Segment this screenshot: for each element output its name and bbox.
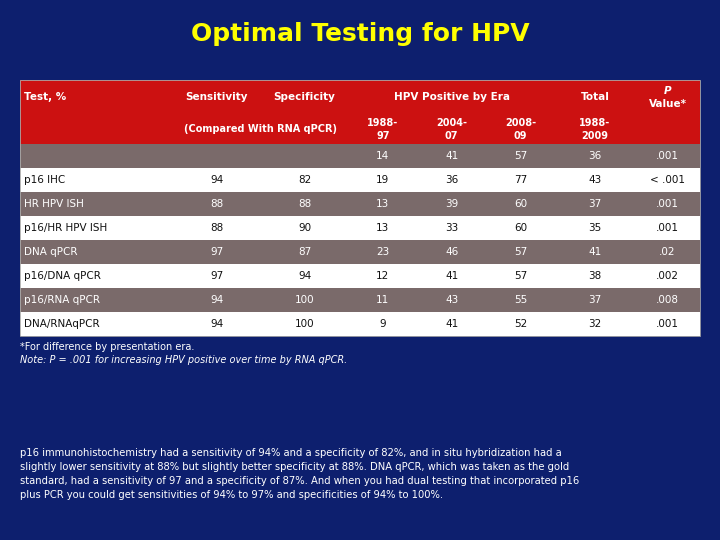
Text: HR HPV ISH: HR HPV ISH	[24, 199, 84, 209]
Text: .008: .008	[656, 295, 679, 305]
Text: 94: 94	[210, 295, 223, 305]
Text: 12: 12	[377, 271, 390, 281]
Text: 9: 9	[379, 319, 386, 329]
Text: 94: 94	[210, 175, 223, 185]
Text: Sensitivity: Sensitivity	[186, 92, 248, 102]
Text: 57: 57	[514, 151, 527, 161]
Text: 36: 36	[445, 175, 459, 185]
Text: 41: 41	[445, 271, 459, 281]
Text: Total: Total	[580, 92, 609, 102]
Text: 43: 43	[588, 175, 602, 185]
Text: 43: 43	[445, 295, 459, 305]
Text: (Compared With RNA qPCR): (Compared With RNA qPCR)	[184, 124, 337, 134]
Text: 55: 55	[514, 295, 527, 305]
Text: 07: 07	[445, 131, 459, 140]
FancyBboxPatch shape	[20, 264, 700, 288]
Text: 77: 77	[514, 175, 527, 185]
Text: 60: 60	[514, 223, 527, 233]
Text: DNA qPCR: DNA qPCR	[24, 247, 78, 257]
Text: 1988-: 1988-	[580, 118, 611, 128]
Text: .001: .001	[656, 319, 679, 329]
Text: 41: 41	[445, 319, 459, 329]
Text: 97: 97	[376, 131, 390, 140]
Text: 41: 41	[445, 151, 459, 161]
Text: 100: 100	[294, 319, 315, 329]
Text: Specificity: Specificity	[274, 92, 336, 102]
Text: .001: .001	[656, 151, 679, 161]
Text: 57: 57	[514, 247, 527, 257]
Text: 14: 14	[377, 151, 390, 161]
Text: Value*: Value*	[649, 99, 687, 110]
Text: 19: 19	[377, 175, 390, 185]
Text: .001: .001	[656, 223, 679, 233]
Text: DNA/RNAqPCR: DNA/RNAqPCR	[24, 319, 99, 329]
FancyBboxPatch shape	[20, 80, 700, 144]
Text: p16 IHC: p16 IHC	[24, 175, 66, 185]
Text: 23: 23	[377, 247, 390, 257]
FancyBboxPatch shape	[20, 312, 700, 336]
Text: 88: 88	[210, 223, 223, 233]
Text: 100: 100	[294, 295, 315, 305]
FancyBboxPatch shape	[20, 144, 700, 168]
Text: .002: .002	[656, 271, 679, 281]
Text: 52: 52	[514, 319, 527, 329]
Text: 39: 39	[445, 199, 459, 209]
Text: Test, %: Test, %	[24, 92, 66, 102]
Text: 94: 94	[210, 319, 223, 329]
Text: p16/HR HPV ISH: p16/HR HPV ISH	[24, 223, 107, 233]
FancyBboxPatch shape	[20, 168, 700, 192]
Text: P: P	[664, 86, 671, 96]
Text: 1988-: 1988-	[367, 118, 399, 128]
Text: 2009: 2009	[582, 131, 608, 140]
Text: 94: 94	[298, 271, 311, 281]
Text: p16/RNA qPCR: p16/RNA qPCR	[24, 295, 100, 305]
Text: 35: 35	[588, 223, 602, 233]
Text: 13: 13	[377, 199, 390, 209]
Text: 90: 90	[298, 223, 311, 233]
Text: HPV Positive by Era: HPV Positive by Era	[394, 92, 510, 102]
Text: 37: 37	[588, 295, 602, 305]
Text: .001: .001	[656, 199, 679, 209]
Text: 11: 11	[377, 295, 390, 305]
Text: 46: 46	[445, 247, 459, 257]
Text: p16 immunohistochemistry had a sensitivity of 94% and a specificity of 82%, and : p16 immunohistochemistry had a sensitivi…	[20, 448, 580, 500]
Text: 33: 33	[445, 223, 459, 233]
Text: 97: 97	[210, 247, 223, 257]
Text: 37: 37	[588, 199, 602, 209]
Text: 13: 13	[377, 223, 390, 233]
Text: 09: 09	[513, 131, 527, 140]
Text: p16/DNA qPCR: p16/DNA qPCR	[24, 271, 101, 281]
Text: 36: 36	[588, 151, 602, 161]
Text: 88: 88	[210, 199, 223, 209]
Text: 60: 60	[514, 199, 527, 209]
Text: 32: 32	[588, 319, 602, 329]
Text: 38: 38	[588, 271, 602, 281]
Text: *For difference by presentation era.: *For difference by presentation era.	[20, 342, 194, 352]
Text: Note: P = .001 for increasing HPV positive over time by RNA qPCR.: Note: P = .001 for increasing HPV positi…	[20, 355, 347, 365]
Text: .02: .02	[660, 247, 676, 257]
Text: 88: 88	[298, 199, 311, 209]
FancyBboxPatch shape	[20, 192, 700, 216]
Text: 82: 82	[298, 175, 311, 185]
Text: 2004-: 2004-	[436, 118, 467, 128]
FancyBboxPatch shape	[20, 240, 700, 264]
FancyBboxPatch shape	[20, 216, 700, 240]
Text: 57: 57	[514, 271, 527, 281]
Text: 41: 41	[588, 247, 602, 257]
Text: Optimal Testing for HPV: Optimal Testing for HPV	[191, 22, 529, 46]
Text: 2008-: 2008-	[505, 118, 536, 128]
Text: 87: 87	[298, 247, 311, 257]
FancyBboxPatch shape	[20, 288, 700, 312]
Text: 97: 97	[210, 271, 223, 281]
Text: < .001: < .001	[650, 175, 685, 185]
